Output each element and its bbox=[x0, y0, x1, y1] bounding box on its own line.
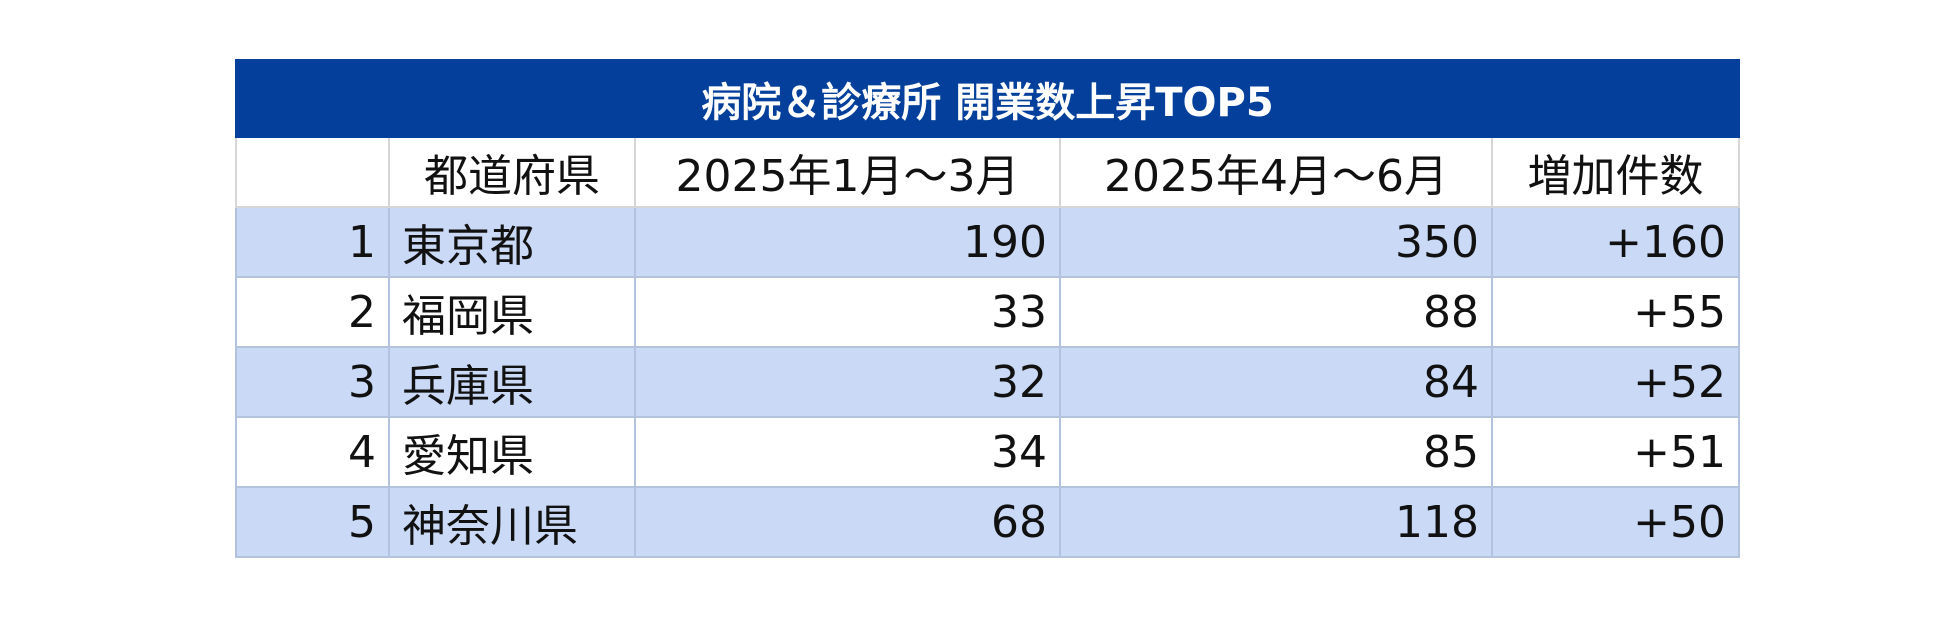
rank-cell: 4 bbox=[235, 416, 390, 488]
rank-cell: 2 bbox=[235, 276, 390, 348]
value-cell: 68 bbox=[634, 486, 1061, 558]
prefecture-cell: 東京都 bbox=[388, 206, 636, 278]
data-row: 4 愛知県 34 85 +51 bbox=[235, 416, 1740, 488]
value-cell: 34 bbox=[634, 416, 1061, 488]
value-cell: 88 bbox=[1059, 276, 1493, 348]
value-cell: +52 bbox=[1491, 346, 1740, 418]
value-cell: +160 bbox=[1491, 206, 1740, 278]
header-cell bbox=[235, 136, 390, 208]
prefecture-cell: 兵庫県 bbox=[388, 346, 636, 418]
ranking-table: 病院＆診療所 開業数上昇TOP5 都道府県 2025年1月～3月 2025年4月～6… bbox=[235, 59, 1740, 558]
table-body: 都道府県 2025年1月～3月 2025年4月～6月 増加件数 1 東京都 190 350 +1… bbox=[235, 136, 1740, 558]
value-cell: 84 bbox=[1059, 346, 1493, 418]
value-cell: 190 bbox=[634, 206, 1061, 278]
rank-cell: 5 bbox=[235, 486, 390, 558]
value-cell: +55 bbox=[1491, 276, 1740, 348]
title-row: 病院＆診療所 開業数上昇TOP5 bbox=[235, 59, 1740, 138]
data-row: 5 神奈川県 68 118 +50 bbox=[235, 486, 1740, 558]
header-row: 都道府県 2025年1月～3月 2025年4月～6月 増加件数 bbox=[235, 136, 1740, 208]
header-cell: 増加件数 bbox=[1491, 136, 1740, 208]
value-cell: +50 bbox=[1491, 486, 1740, 558]
header-cell: 2025年4月～6月 bbox=[1059, 136, 1493, 208]
value-cell: 33 bbox=[634, 276, 1061, 348]
data-row: 2 福岡県 33 88 +55 bbox=[235, 276, 1740, 348]
header-cell: 都道府県 bbox=[388, 136, 636, 208]
value-cell: 85 bbox=[1059, 416, 1493, 488]
value-cell: 118 bbox=[1059, 486, 1493, 558]
value-cell: 350 bbox=[1059, 206, 1493, 278]
rank-cell: 3 bbox=[235, 346, 390, 418]
data-row: 1 東京都 190 350 +160 bbox=[235, 206, 1740, 278]
prefecture-cell: 福岡県 bbox=[388, 276, 636, 348]
value-cell: 32 bbox=[634, 346, 1061, 418]
table-title: 病院＆診療所 開業数上昇TOP5 bbox=[235, 59, 1740, 138]
prefecture-cell: 神奈川県 bbox=[388, 486, 636, 558]
data-row: 3 兵庫県 32 84 +52 bbox=[235, 346, 1740, 418]
rank-cell: 1 bbox=[235, 206, 390, 278]
header-cell: 2025年1月～3月 bbox=[634, 136, 1061, 208]
value-cell: +51 bbox=[1491, 416, 1740, 488]
prefecture-cell: 愛知県 bbox=[388, 416, 636, 488]
